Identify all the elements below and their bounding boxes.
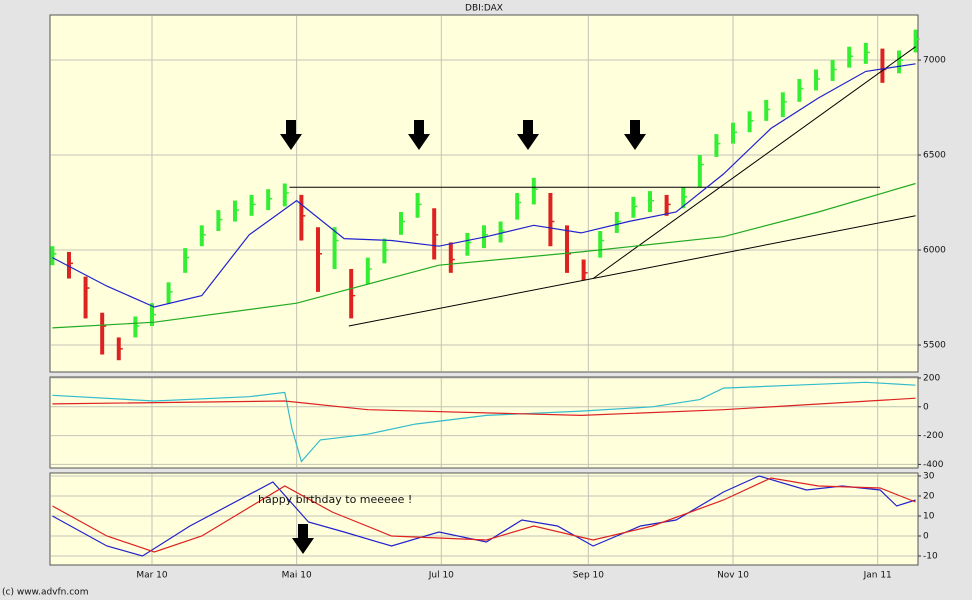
y-tick-label: 10 <box>923 512 935 522</box>
y-tick-label: -10 <box>923 552 938 562</box>
x-tick-label: Nov 10 <box>717 571 749 581</box>
chart-title: DBI:DAX <box>465 4 503 14</box>
series-line <box>52 475 916 557</box>
x-tick-label: Jul 10 <box>428 571 454 581</box>
x-tick-label: Sep 10 <box>573 571 605 581</box>
y-tick-label: 200 <box>923 374 940 384</box>
y-tick-label: -200 <box>923 431 944 441</box>
series-line <box>52 397 916 417</box>
trend-line <box>592 46 916 279</box>
oscillator-panel <box>49 472 919 566</box>
annotation: happy birthday to meeeee ! <box>258 493 412 506</box>
y-tick-label: 0 <box>923 532 929 542</box>
y-tick-label: 7000 <box>923 56 946 66</box>
y-tick-label: 30 <box>923 472 935 482</box>
trend-line <box>348 215 916 327</box>
y-tick-label: 6000 <box>923 246 946 256</box>
y-tick-label: 20 <box>923 492 935 502</box>
x-tick-label: Jan 11 <box>863 571 892 581</box>
copyright: (c) www.advfn.com <box>2 588 88 598</box>
y-tick-label: 5500 <box>923 341 946 351</box>
x-tick-label: Mar 10 <box>136 571 168 581</box>
y-tick-label: -400 <box>923 460 944 470</box>
series-line <box>52 477 916 553</box>
arrow <box>517 120 539 150</box>
arrows <box>280 120 646 554</box>
series-line <box>52 381 916 463</box>
series-line <box>52 63 916 308</box>
x-tick-label: Mai 10 <box>282 571 312 581</box>
arrow <box>292 524 314 554</box>
arrow <box>624 120 646 150</box>
y-tick-label: 0 <box>923 402 929 412</box>
arrow <box>408 120 430 150</box>
indicator-panel <box>49 376 919 469</box>
series-line <box>52 182 916 329</box>
y-tick-label: 6500 <box>923 151 946 161</box>
arrow <box>280 120 302 150</box>
price-panel <box>49 14 919 373</box>
